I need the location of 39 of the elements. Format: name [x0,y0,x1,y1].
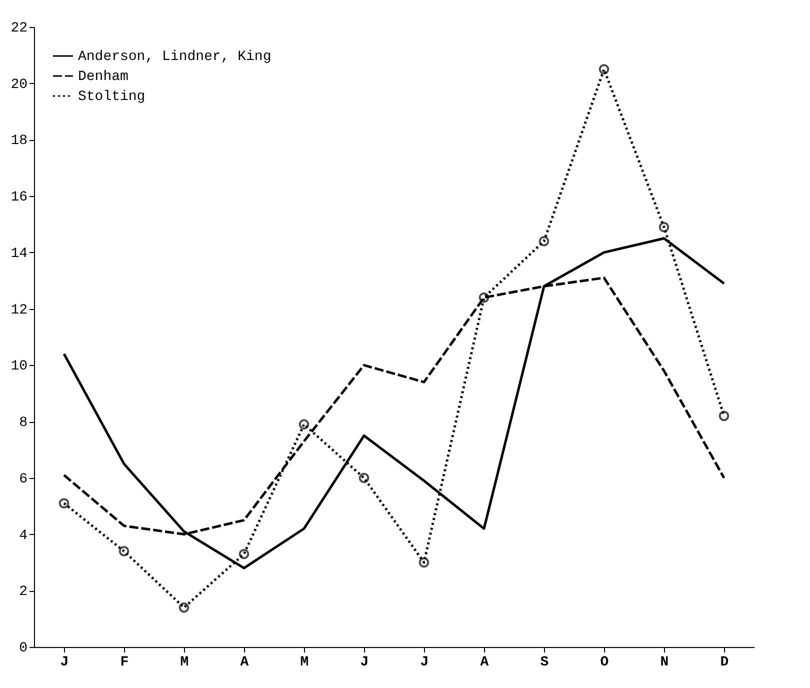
y-tick-label: 8 [19,415,28,432]
point [478,292,490,303]
y-tick-label: 4 [19,528,28,544]
y-tick-label: 20 [10,76,28,93]
legend-label: Denham [78,69,128,85]
legend-label: Stolting [78,89,146,105]
y-tick-label: 12 [10,302,28,318]
point [298,419,310,430]
y-tick-label: 6 [19,471,28,488]
x-tick-label: S [540,654,549,670]
point [538,236,550,246]
x-tick-label: O [600,654,609,670]
point [238,548,250,560]
x-tick-label: J [60,654,69,670]
y-tick-label: 18 [10,133,28,150]
x-tick-label: A [480,654,490,670]
x-tick-label: A [240,654,250,670]
x-tick-label: M [300,654,309,670]
point [178,602,190,613]
point [118,546,130,556]
point [358,472,370,484]
y-tick-label: 14 [10,246,28,262]
y-tick-label: 16 [10,190,28,206]
point [658,222,670,232]
y-tick-label: 10 [10,358,28,375]
x-tick-label: F [120,654,129,670]
point [598,64,610,74]
y-tick-label: 22 [10,20,28,36]
y-tick-label: 2 [19,584,28,600]
x-tick-label: N [660,654,669,670]
x-tick-label: J [360,654,369,670]
legend-label: Anderson, Lindner, King [78,49,272,65]
x-tick-label: J [420,654,429,670]
point [418,557,430,568]
y-tick-label: 0 [19,640,28,656]
point [718,410,730,422]
point [58,498,70,508]
x-tick-label: D [720,654,729,670]
x-tick-label: M [180,654,189,670]
